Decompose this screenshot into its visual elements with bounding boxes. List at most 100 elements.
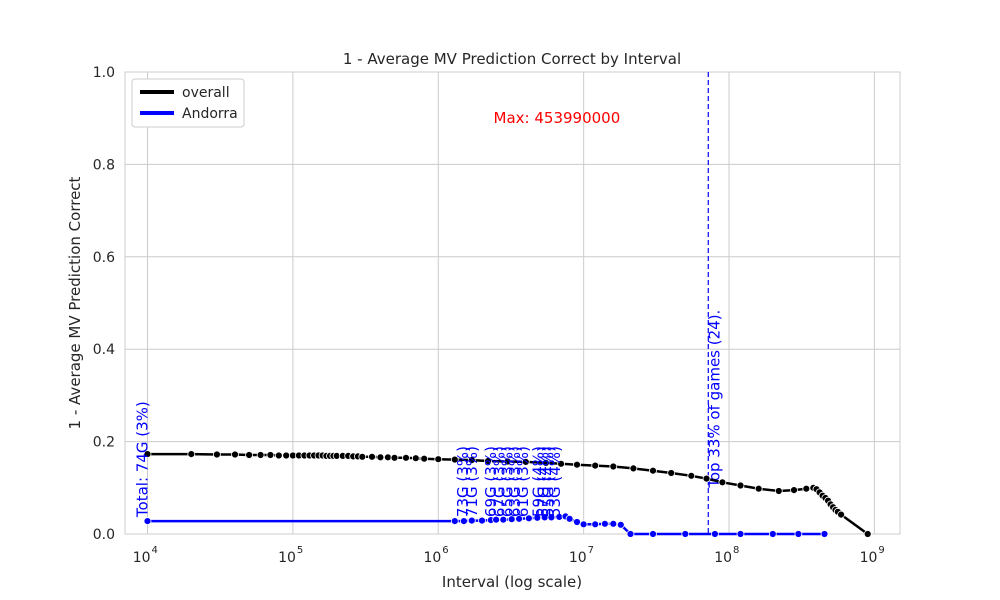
point-annotation: 59G (4%) [530,446,548,517]
data-point [420,454,429,463]
data-point [837,510,845,519]
data-point [768,530,777,538]
point-annotation: 73G (3%) [454,446,472,517]
data-point [282,451,291,460]
data-point [434,455,443,464]
point-annotation: 57G (4%) [535,446,553,517]
data-point [629,464,638,473]
point-annotation: 61G (3%) [514,446,532,517]
data-point [503,457,512,466]
data-point [736,481,745,490]
data-point [507,515,516,524]
point-annotation: 69G (3%) [482,446,500,517]
data-point [542,458,550,467]
point-annotation: 53G (4%) [546,446,564,517]
data-point [573,518,581,526]
data-point [245,451,254,459]
svg-text:10: 10 [569,550,587,566]
svg-text:5: 5 [297,545,303,556]
vline-label: Top 33% of games (24). [705,310,723,489]
svg-text:8: 8 [733,545,739,556]
data-point [794,530,803,538]
data-point [774,487,783,495]
svg-text:10: 10 [423,550,441,566]
y-tick-label: 1.0 [93,65,115,81]
data-point [609,519,618,528]
legend-label-overall: overall [182,85,230,101]
chart-title: 1 - Average MV Prediction Correct by Int… [343,50,681,68]
data-point [609,462,618,471]
data-point [547,513,556,522]
data-point [681,530,690,538]
data-point [736,530,745,538]
data-point [591,520,600,529]
data-point [231,450,239,459]
data-point [390,453,399,462]
svg-text:10: 10 [860,550,878,566]
data-point [711,530,719,538]
x-tick-label: 10 8 [714,545,739,566]
point-annotation: 55G (4%) [540,446,558,517]
data-point [484,457,493,465]
point-annotation: 71G (3%) [463,446,481,517]
data-point [591,461,600,470]
y-axis-title: 1 - Average MV Prediction Correct [66,176,84,429]
grid [125,71,900,535]
svg-text:10: 10 [278,550,296,566]
data-point [820,530,829,538]
data-point [687,471,696,480]
legend: overall Andorra [131,78,245,128]
data-point [649,466,657,475]
data-point [557,459,565,468]
data-point [459,517,468,525]
data-point [863,530,872,538]
point-annotation: 63G (3%) [506,446,524,517]
plot-area [125,72,900,534]
y-tick-label: 0.6 [93,250,115,266]
point-annotation: 67G (3%) [490,446,508,517]
data-point [718,478,727,487]
data-point [533,513,542,522]
data-point [383,453,392,462]
data-point [573,460,581,469]
vline-layer: Top 33% of games (24). [705,72,723,534]
data-point [358,452,367,461]
max-annotation: Max: 453990000 [494,109,621,127]
data-point [212,450,221,459]
data-point [143,517,152,525]
data-point [579,520,588,529]
svg-text:6: 6 [442,545,448,556]
data-point [266,451,275,459]
data-point [499,515,508,524]
data-point [450,455,459,464]
x-tick-label: 10 9 [860,545,885,566]
tick-labels: 0.00.20.40.60.81.010 4 10 5 10 6 10 7 10 8 10 9 [93,65,885,566]
plot-frame [124,71,901,535]
data-point [402,453,410,462]
data-point [478,516,486,525]
x-tick-label: 10 4 [133,545,158,566]
svg-text:10: 10 [714,550,732,566]
data-point [802,484,811,493]
svg-text:9: 9 [878,545,884,556]
data-point [754,484,763,493]
data-point [467,516,476,525]
data-point [626,530,635,538]
data-point [411,454,420,463]
point-annotation: 65G (3%) [499,446,517,517]
data-point [256,451,265,459]
y-tick-label: 0.2 [93,435,115,451]
x-tick-label: 10 5 [278,545,303,566]
x-tick-label: 10 7 [569,545,594,566]
data-point [467,456,476,465]
data-point [616,520,625,529]
y-tick-label: 0.4 [93,342,115,358]
data-point [790,486,798,495]
data-point [143,450,152,459]
data-point [274,451,283,460]
data-point [702,474,711,483]
data-point [525,514,533,523]
svg-text:4: 4 [152,545,158,556]
data-point [601,519,609,528]
annot-layer: Max: 453990000 Total: 74G (3%) 73G (3%)71G… [134,109,621,518]
